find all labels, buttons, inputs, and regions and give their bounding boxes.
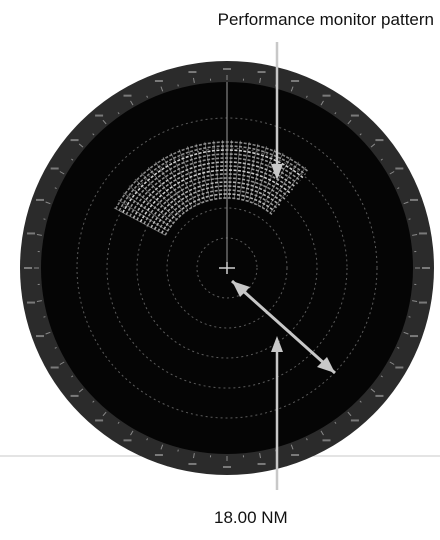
bearing-mark — [95, 115, 103, 117]
bearing-mark — [36, 335, 44, 337]
bearing-mark — [419, 302, 427, 304]
bearing-tick — [43, 317, 45, 318]
bearing-mark — [95, 419, 103, 421]
bearing-tick — [409, 317, 411, 318]
bearing-mark — [27, 302, 35, 304]
bearing-mark — [323, 95, 331, 97]
bearing-mark — [51, 168, 59, 170]
bearing-mark — [395, 367, 403, 369]
bearing-mark — [258, 71, 266, 73]
bearing-mark — [188, 71, 196, 73]
bearing-mark — [419, 232, 427, 234]
bearing-mark — [124, 95, 132, 97]
bearing-mark — [71, 139, 79, 141]
bearing-mark — [155, 454, 163, 456]
bearing-tick — [409, 219, 411, 220]
bearing-tick — [178, 450, 179, 452]
bearing-mark — [375, 139, 383, 141]
bearing-mark — [258, 463, 266, 465]
bearing-mark — [291, 80, 299, 82]
bearing-mark — [410, 199, 418, 201]
bearing-mark — [223, 466, 231, 468]
bearing-mark — [51, 367, 59, 369]
bearing-mark — [124, 439, 132, 441]
bearing-mark — [351, 115, 359, 117]
bearing-mark — [24, 267, 32, 269]
bearing-mark — [291, 454, 299, 456]
bearing-mark — [223, 68, 231, 70]
bearing-mark — [188, 463, 196, 465]
bearing-mark — [71, 395, 79, 397]
bearing-mark — [27, 232, 35, 234]
bearing-mark — [375, 395, 383, 397]
performance-monitor-pattern-label: Performance monitor pattern — [218, 10, 434, 30]
bearing-mark — [422, 267, 430, 269]
bearing-mark — [155, 80, 163, 82]
bearing-tick — [43, 219, 45, 220]
bearing-mark — [36, 199, 44, 201]
range-distance-label: 18.00 NM — [214, 508, 288, 528]
bearing-mark — [351, 419, 359, 421]
bearing-mark — [395, 168, 403, 170]
bearing-mark — [323, 439, 331, 441]
bearing-mark — [410, 335, 418, 337]
bearing-tick — [178, 84, 179, 86]
